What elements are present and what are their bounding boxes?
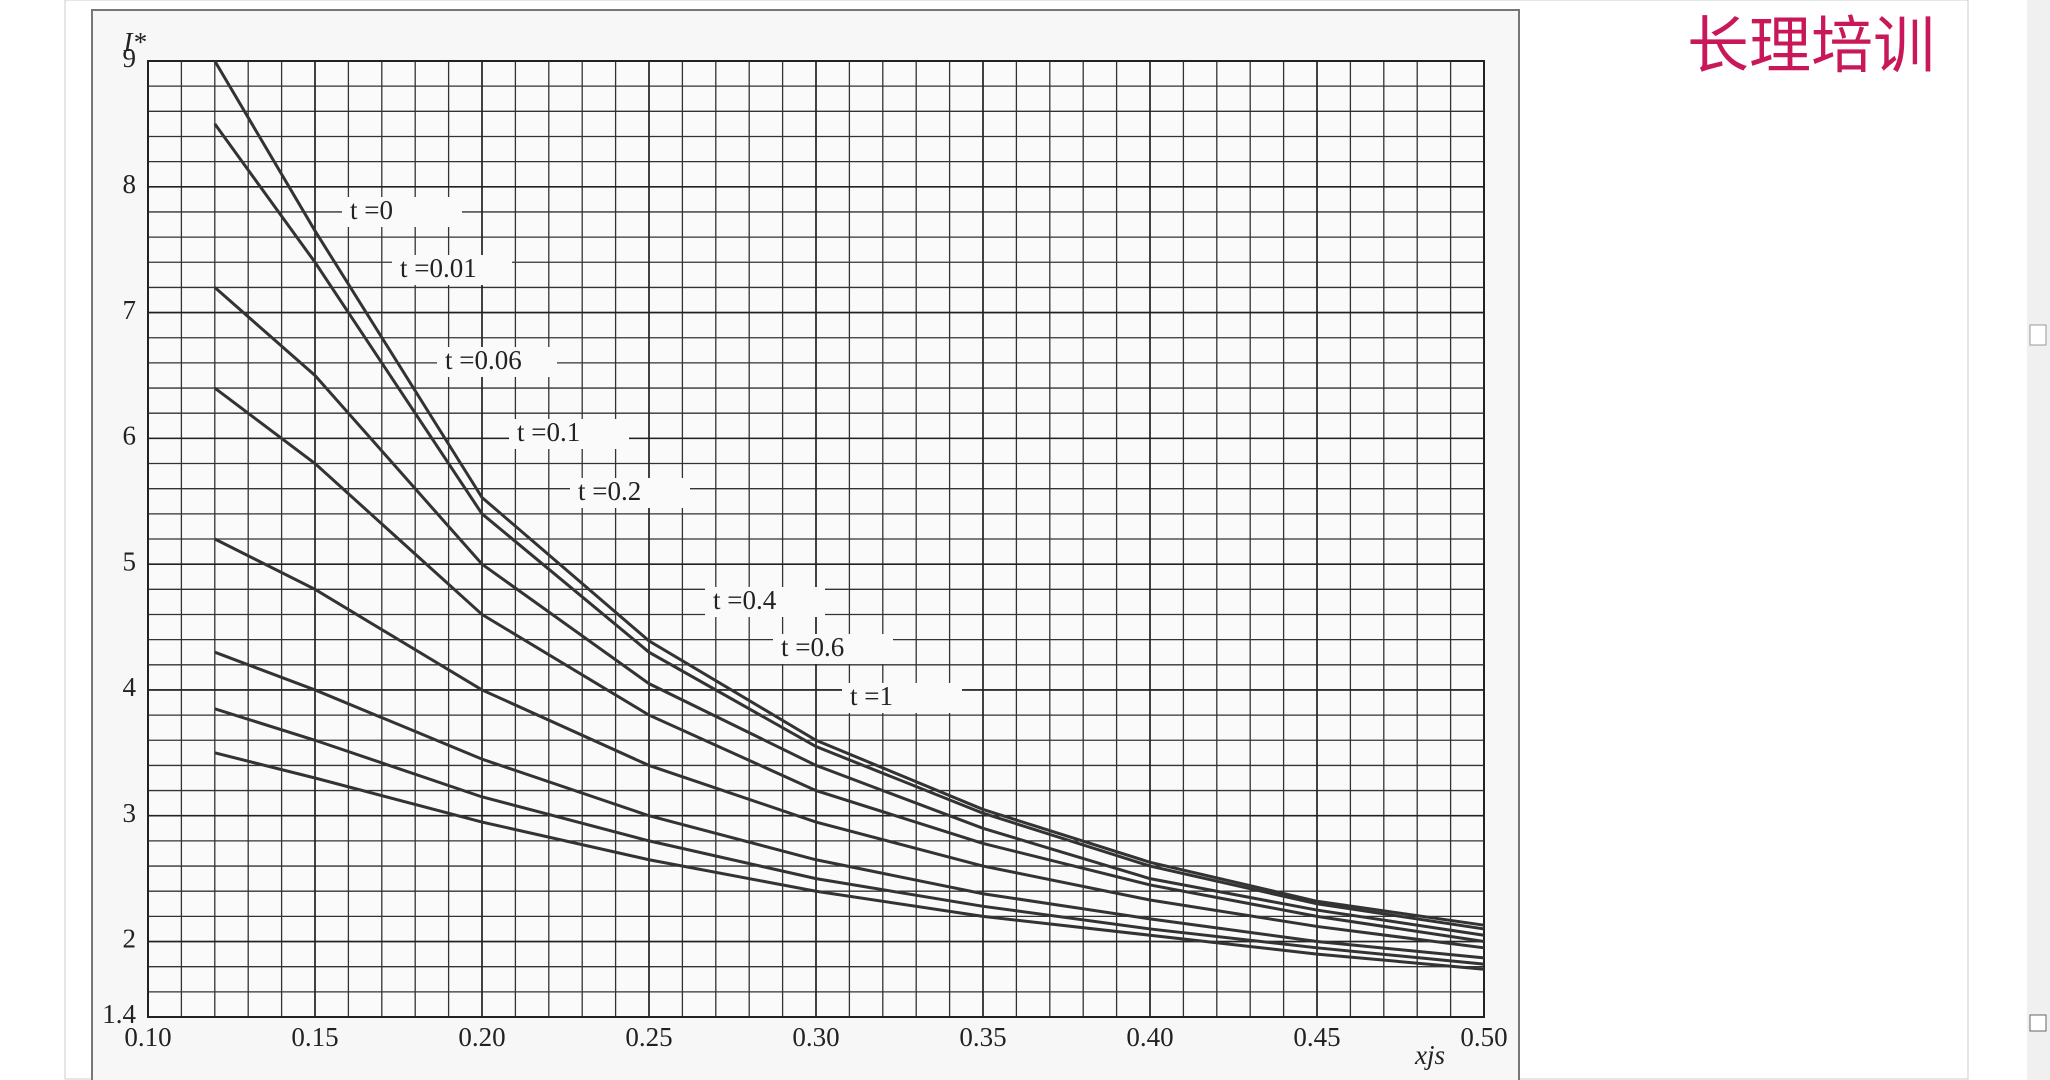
curve-label: t =0.01 bbox=[400, 253, 477, 283]
plot: 1.4 2 3 4 5 6 7 8 9 0.10 0.15 0.20 0.25 0.30 0.35 0.40 0… bbox=[102, 27, 1507, 1070]
y-tick-label: 2 bbox=[123, 924, 137, 954]
curve-label: t =1 bbox=[850, 681, 893, 711]
x-tick-label: 0.35 bbox=[959, 1022, 1006, 1052]
y-axis-label: I* bbox=[123, 27, 147, 57]
y-tick-label: 5 bbox=[123, 546, 137, 576]
x-tick-label: 0.45 bbox=[1293, 1022, 1340, 1052]
x-tick-label: 0.50 bbox=[1460, 1022, 1507, 1052]
x-tick-label: 0.40 bbox=[1126, 1022, 1173, 1052]
x-tick-label: 0.15 bbox=[291, 1022, 338, 1052]
y-tick-label: 6 bbox=[123, 421, 137, 451]
scroll-thumb[interactable] bbox=[2029, 324, 2047, 346]
curve-label: t =0.06 bbox=[445, 345, 522, 375]
x-tick-label: 0.25 bbox=[625, 1022, 672, 1052]
x-tick-label: 0.30 bbox=[792, 1022, 839, 1052]
curve-label: t =0.6 bbox=[781, 632, 844, 662]
curve-label: t =0.4 bbox=[713, 585, 777, 615]
curve bbox=[214, 650, 1485, 960]
curve-label-bg bbox=[773, 634, 893, 664]
curve-label-bg bbox=[570, 478, 690, 508]
curve-label-bg bbox=[342, 197, 462, 227]
scrollbar[interactable] bbox=[2027, 0, 2050, 1080]
curve bbox=[214, 751, 1485, 971]
curve-label: t =0 bbox=[350, 195, 393, 225]
y-tick-label: 9 bbox=[123, 43, 137, 73]
curve bbox=[213, 286, 1485, 937]
curve-label-bg bbox=[437, 347, 557, 377]
x-axis-label: xjs bbox=[1414, 1040, 1445, 1070]
y-tick-label: 8 bbox=[123, 169, 137, 199]
curve-label-bg bbox=[705, 587, 825, 617]
scroll-down[interactable] bbox=[2029, 1014, 2047, 1032]
x-tick-label: 0.10 bbox=[124, 1022, 171, 1052]
y-tick-label: 4 bbox=[123, 672, 137, 702]
curve bbox=[213, 60, 1485, 927]
curve-label-bg bbox=[509, 419, 629, 449]
curve-label: t =0.1 bbox=[517, 417, 580, 447]
curve bbox=[213, 386, 1485, 944]
curve-label-bg bbox=[392, 255, 512, 285]
curve bbox=[214, 707, 1485, 966]
curve-label: t =0.2 bbox=[578, 476, 641, 506]
curve bbox=[213, 123, 1485, 931]
curve bbox=[214, 537, 1485, 950]
y-tick-label: 7 bbox=[123, 295, 137, 325]
y-tick-label: 3 bbox=[123, 798, 137, 828]
watermark: 长理培训 bbox=[1687, 9, 1935, 82]
curve-label-bg bbox=[842, 683, 962, 713]
x-tick-label: 0.20 bbox=[458, 1022, 505, 1052]
y-tick-label: 1.4 bbox=[102, 999, 136, 1029]
